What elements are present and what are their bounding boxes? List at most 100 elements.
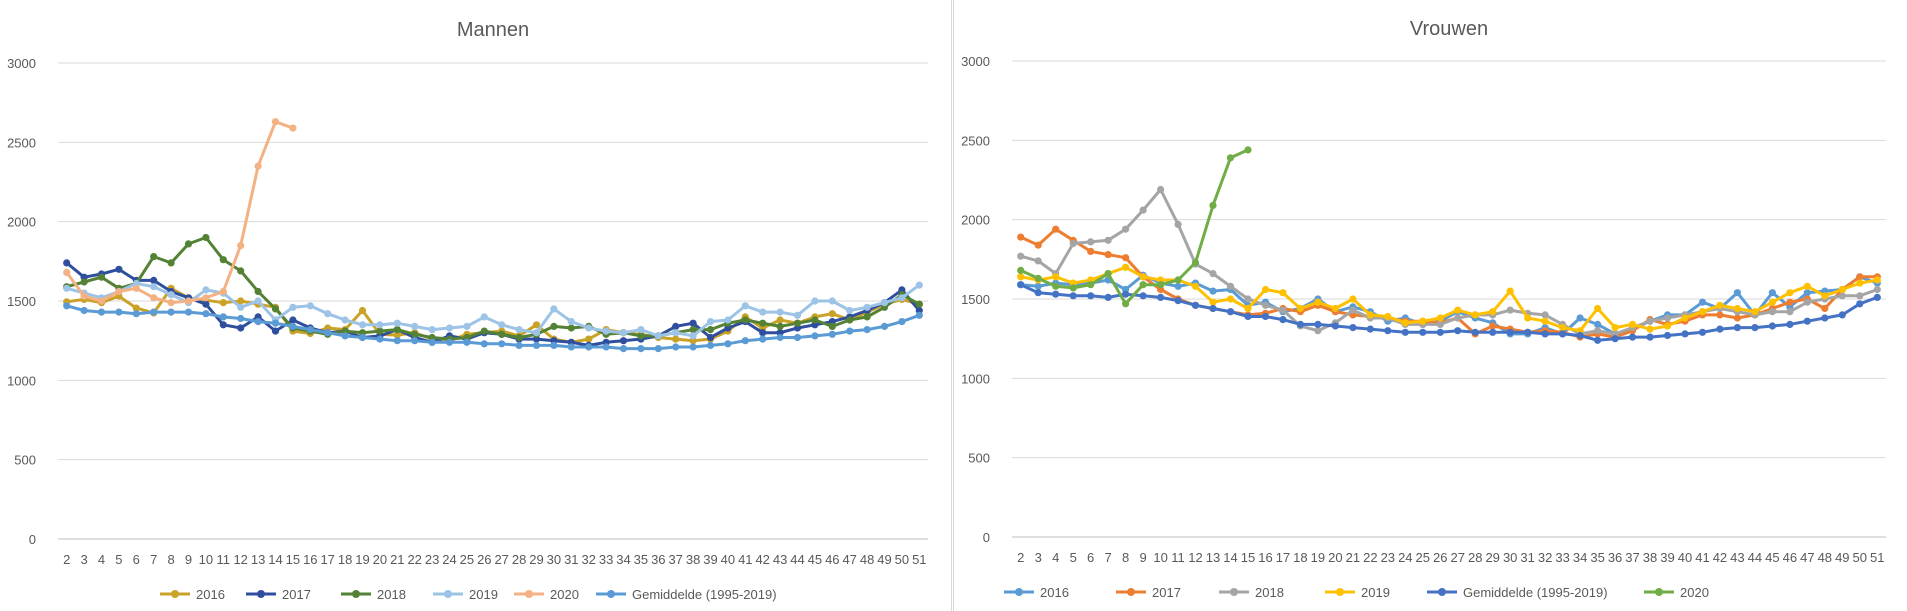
data-point	[1174, 297, 1182, 305]
data-point	[1209, 298, 1217, 306]
data-point	[1366, 311, 1374, 319]
data-point	[1122, 290, 1130, 298]
data-point	[1017, 273, 1025, 281]
series-mannen-2018	[63, 233, 923, 343]
x-tick-label: 44	[790, 552, 804, 567]
data-point	[1506, 306, 1514, 314]
data-point	[811, 297, 819, 305]
data-point	[1873, 285, 1881, 294]
legend-item-2018: 2018	[1219, 585, 1284, 600]
x-tick-label: 30	[1503, 550, 1517, 565]
data-point	[1489, 322, 1497, 330]
legend-marker	[1015, 588, 1023, 596]
x-tick-label: 10	[199, 552, 213, 567]
x-tick-label: 22	[407, 552, 421, 567]
x-tick-label: 29	[1485, 550, 1499, 565]
data-point	[1646, 333, 1654, 341]
legend-item-2017: 2017	[246, 587, 311, 602]
x-tick-label: 18	[1293, 550, 1307, 565]
data-point	[1838, 285, 1846, 294]
y-tick-label: 2000	[961, 213, 990, 228]
data-point	[498, 321, 506, 329]
data-point	[759, 329, 767, 337]
chart-title-mannen: Mannen	[457, 19, 529, 41]
x-tick-label: 6	[1087, 550, 1094, 565]
x-tick-label: 9	[1139, 550, 1146, 565]
x-tick-label: 43	[773, 552, 787, 567]
series-line	[1020, 188, 1878, 336]
x-tick-label: 33	[1555, 550, 1569, 565]
data-point	[1698, 308, 1707, 316]
data-point	[1454, 314, 1462, 322]
data-point	[1489, 328, 1497, 336]
data-point	[811, 332, 819, 340]
data-point	[776, 316, 784, 324]
data-point	[1034, 289, 1042, 297]
data-point	[480, 313, 488, 321]
data-point	[1034, 282, 1042, 290]
data-point	[1087, 281, 1095, 289]
x-tick-label: 7	[1105, 550, 1112, 565]
data-point	[306, 326, 314, 334]
data-point	[550, 322, 558, 330]
x-tick-label: 14	[1223, 550, 1237, 565]
x-tick-label: 32	[1538, 550, 1552, 565]
data-point	[219, 287, 227, 296]
data-point	[1733, 314, 1741, 322]
data-point	[219, 313, 227, 321]
data-point	[1296, 304, 1304, 313]
x-tick-label: 13	[1206, 550, 1220, 565]
x-tick-label: 12	[1188, 550, 1202, 565]
data-point	[1314, 298, 1322, 306]
legend-label: 2020	[1680, 585, 1709, 600]
x-tick-label: 24	[442, 552, 456, 567]
data-point	[793, 311, 802, 319]
x-tick-label: 16	[303, 552, 317, 567]
data-point	[828, 310, 836, 318]
data-point	[1034, 274, 1042, 282]
x-tick-label: 32	[581, 552, 595, 567]
data-point	[567, 318, 575, 326]
data-point	[1261, 285, 1270, 294]
data-point	[1366, 325, 1374, 333]
data-point	[1174, 282, 1182, 290]
x-tick-label: 15	[286, 552, 300, 567]
data-point	[376, 335, 384, 343]
x-tick-label: 34	[1573, 550, 1587, 565]
y-tick-label: 2500	[961, 133, 990, 148]
data-point	[1489, 308, 1497, 316]
data-point	[1104, 236, 1112, 244]
data-point	[341, 332, 349, 340]
legend-label: 2016	[196, 587, 225, 602]
data-point	[1122, 263, 1130, 271]
data-point	[1226, 295, 1235, 303]
legend-item-2019: 2019	[433, 587, 498, 602]
data-point	[1244, 312, 1252, 321]
data-point	[63, 259, 71, 267]
x-tick-label: 48	[860, 552, 874, 567]
data-point	[1139, 206, 1147, 214]
data-point	[237, 297, 245, 305]
data-point	[619, 345, 628, 353]
data-point	[1454, 327, 1462, 335]
data-point	[1191, 282, 1200, 290]
legend-item-2016: 2016	[160, 587, 225, 602]
data-point	[1873, 276, 1881, 284]
data-point	[1104, 251, 1112, 259]
data-point	[1628, 320, 1637, 328]
data-point	[1786, 308, 1794, 316]
x-tick-label: 23	[425, 552, 439, 567]
data-point	[289, 322, 297, 330]
x-tick-label: 27	[1451, 550, 1465, 565]
data-point	[515, 341, 523, 349]
data-point	[1594, 320, 1602, 328]
x-tick-label: 17	[1276, 550, 1290, 565]
data-point	[1034, 257, 1042, 265]
data-point	[358, 306, 367, 315]
data-point	[1017, 252, 1025, 260]
data-point	[167, 299, 175, 307]
x-tick-label: 23	[1381, 550, 1395, 565]
y-tick-label: 1000	[961, 371, 990, 386]
data-point	[863, 313, 871, 321]
data-point	[1209, 270, 1217, 278]
